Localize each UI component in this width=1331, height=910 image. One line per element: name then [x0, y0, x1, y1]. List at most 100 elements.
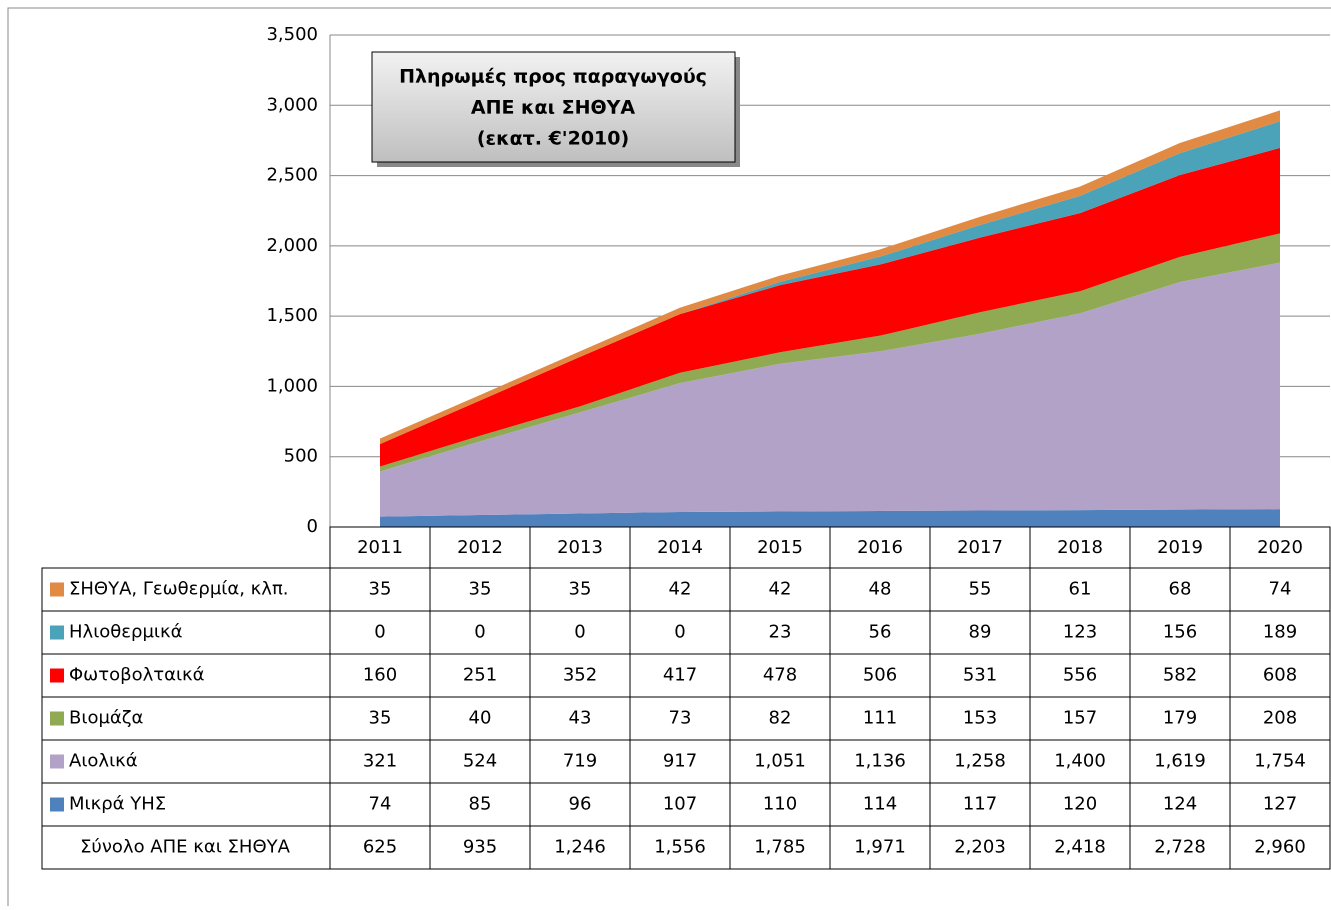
- chart-title: (εκατ. €'2010): [477, 128, 629, 150]
- table-value: 110: [763, 794, 797, 815]
- table-value: 625: [363, 837, 397, 858]
- table-value: 107: [663, 794, 697, 815]
- legend-swatch: [50, 625, 64, 640]
- table-value: 0: [674, 622, 685, 643]
- table-value: 124: [1163, 794, 1197, 815]
- table-value: 179: [1163, 708, 1197, 729]
- table-value: 189: [1263, 622, 1297, 643]
- table-value: 127: [1263, 794, 1297, 815]
- table-value: 160: [363, 665, 397, 686]
- table-value: 1,556: [654, 837, 706, 858]
- table-value: 117: [963, 794, 997, 815]
- table-value: 111: [863, 708, 897, 729]
- y-tick-label: 0: [307, 516, 318, 537]
- table-value: 531: [963, 665, 997, 686]
- table-value: 74: [369, 794, 392, 815]
- table-value: 417: [663, 665, 697, 686]
- table-value: 35: [369, 579, 392, 600]
- x-tick-label: 2012: [457, 537, 503, 558]
- legend-swatch: [50, 797, 64, 812]
- x-tick-label: 2014: [657, 537, 703, 558]
- frame: [7, 7, 1331, 910]
- table-value: 68: [1169, 579, 1192, 600]
- table-value: 96: [569, 794, 592, 815]
- table-value: 89: [969, 622, 992, 643]
- table-value: 74: [1269, 579, 1292, 600]
- table-value: 2,418: [1054, 837, 1106, 858]
- table-value: 321: [363, 751, 397, 772]
- area: [380, 509, 1280, 527]
- table-value: 56: [869, 622, 892, 643]
- row-label: Σύνολο ΑΠΕ και ΣΗΘΥΑ: [80, 837, 291, 858]
- y-tick-label: 500: [284, 446, 318, 467]
- area: [380, 262, 1280, 517]
- table-value: 1,051: [754, 751, 806, 772]
- table-cell: [1229, 825, 1331, 870]
- table-value: 556: [1063, 665, 1097, 686]
- table-value: 55: [969, 579, 992, 600]
- table-value: 0: [574, 622, 585, 643]
- legend-label: Μικρά ΥΗΣ: [69, 794, 166, 815]
- table-value: 1,619: [1154, 751, 1206, 772]
- x-tick-label: 2020: [1257, 537, 1303, 558]
- y-tick-label: 2,500: [266, 165, 318, 186]
- table-value: 153: [963, 708, 997, 729]
- chart-title: Πληρωμές προς παραγωγούς: [399, 66, 707, 88]
- area: [380, 233, 1280, 472]
- x-tick-label: 2013: [557, 537, 603, 558]
- table-value: 2,203: [954, 837, 1006, 858]
- table-value: 352: [563, 665, 597, 686]
- table-value: 73: [669, 708, 692, 729]
- area: [380, 110, 1280, 445]
- area: [380, 147, 1280, 467]
- legend-label: Βιομάζα: [69, 708, 143, 729]
- x-tick-label: 2018: [1057, 537, 1103, 558]
- x-tick-label: 2019: [1157, 537, 1203, 558]
- table-value: 719: [563, 751, 597, 772]
- table-value: 1,785: [754, 837, 806, 858]
- table-value: 35: [569, 579, 592, 600]
- legend-label: Αιολικά: [69, 751, 138, 772]
- table-value: 608: [1263, 665, 1297, 686]
- table-value: 582: [1163, 665, 1197, 686]
- legend-label: Ηλιοθερμικά: [69, 622, 182, 643]
- table-value: 251: [463, 665, 497, 686]
- table-value: 123: [1063, 622, 1097, 643]
- table-value: 1,258: [954, 751, 1006, 772]
- table-value: 1,136: [854, 751, 906, 772]
- area: [380, 121, 1280, 445]
- table-value: 42: [769, 579, 792, 600]
- y-tick-label: 1,000: [266, 375, 318, 396]
- x-tick-label: 2015: [757, 537, 803, 558]
- x-tick-label: 2016: [857, 537, 903, 558]
- title-box: [371, 51, 736, 163]
- legend-label: Φωτοβολταικά: [69, 665, 205, 686]
- table-value: 157: [1063, 708, 1097, 729]
- table-value: 1,971: [854, 837, 906, 858]
- table-value: 48: [869, 579, 892, 600]
- table-value: 1,754: [1254, 751, 1306, 772]
- table-value: 114: [863, 794, 897, 815]
- table-value: 2,728: [1154, 837, 1206, 858]
- table-value: 42: [669, 579, 692, 600]
- x-tick-label: 2017: [957, 537, 1003, 558]
- table-value: 0: [374, 622, 385, 643]
- table-value: 35: [369, 708, 392, 729]
- x-tick-label: 2011: [357, 537, 403, 558]
- y-tick-label: 2,000: [266, 235, 318, 256]
- legend-swatch: [50, 711, 64, 726]
- y-tick-label: 3,500: [266, 24, 318, 45]
- legend-swatch: [50, 582, 64, 597]
- total-line: [379, 110, 1281, 440]
- table-value: 43: [569, 708, 592, 729]
- legend-swatch: [50, 754, 64, 769]
- table-value: 478: [763, 665, 797, 686]
- table-value: 35: [469, 579, 492, 600]
- chart-title: ΑΠΕ και ΣΗΘΥΑ: [471, 97, 636, 119]
- table-value: 1,400: [1054, 751, 1106, 772]
- table-value: 85: [469, 794, 492, 815]
- table-value: 935: [463, 837, 497, 858]
- table-value: 82: [769, 708, 792, 729]
- table-value: 208: [1263, 708, 1297, 729]
